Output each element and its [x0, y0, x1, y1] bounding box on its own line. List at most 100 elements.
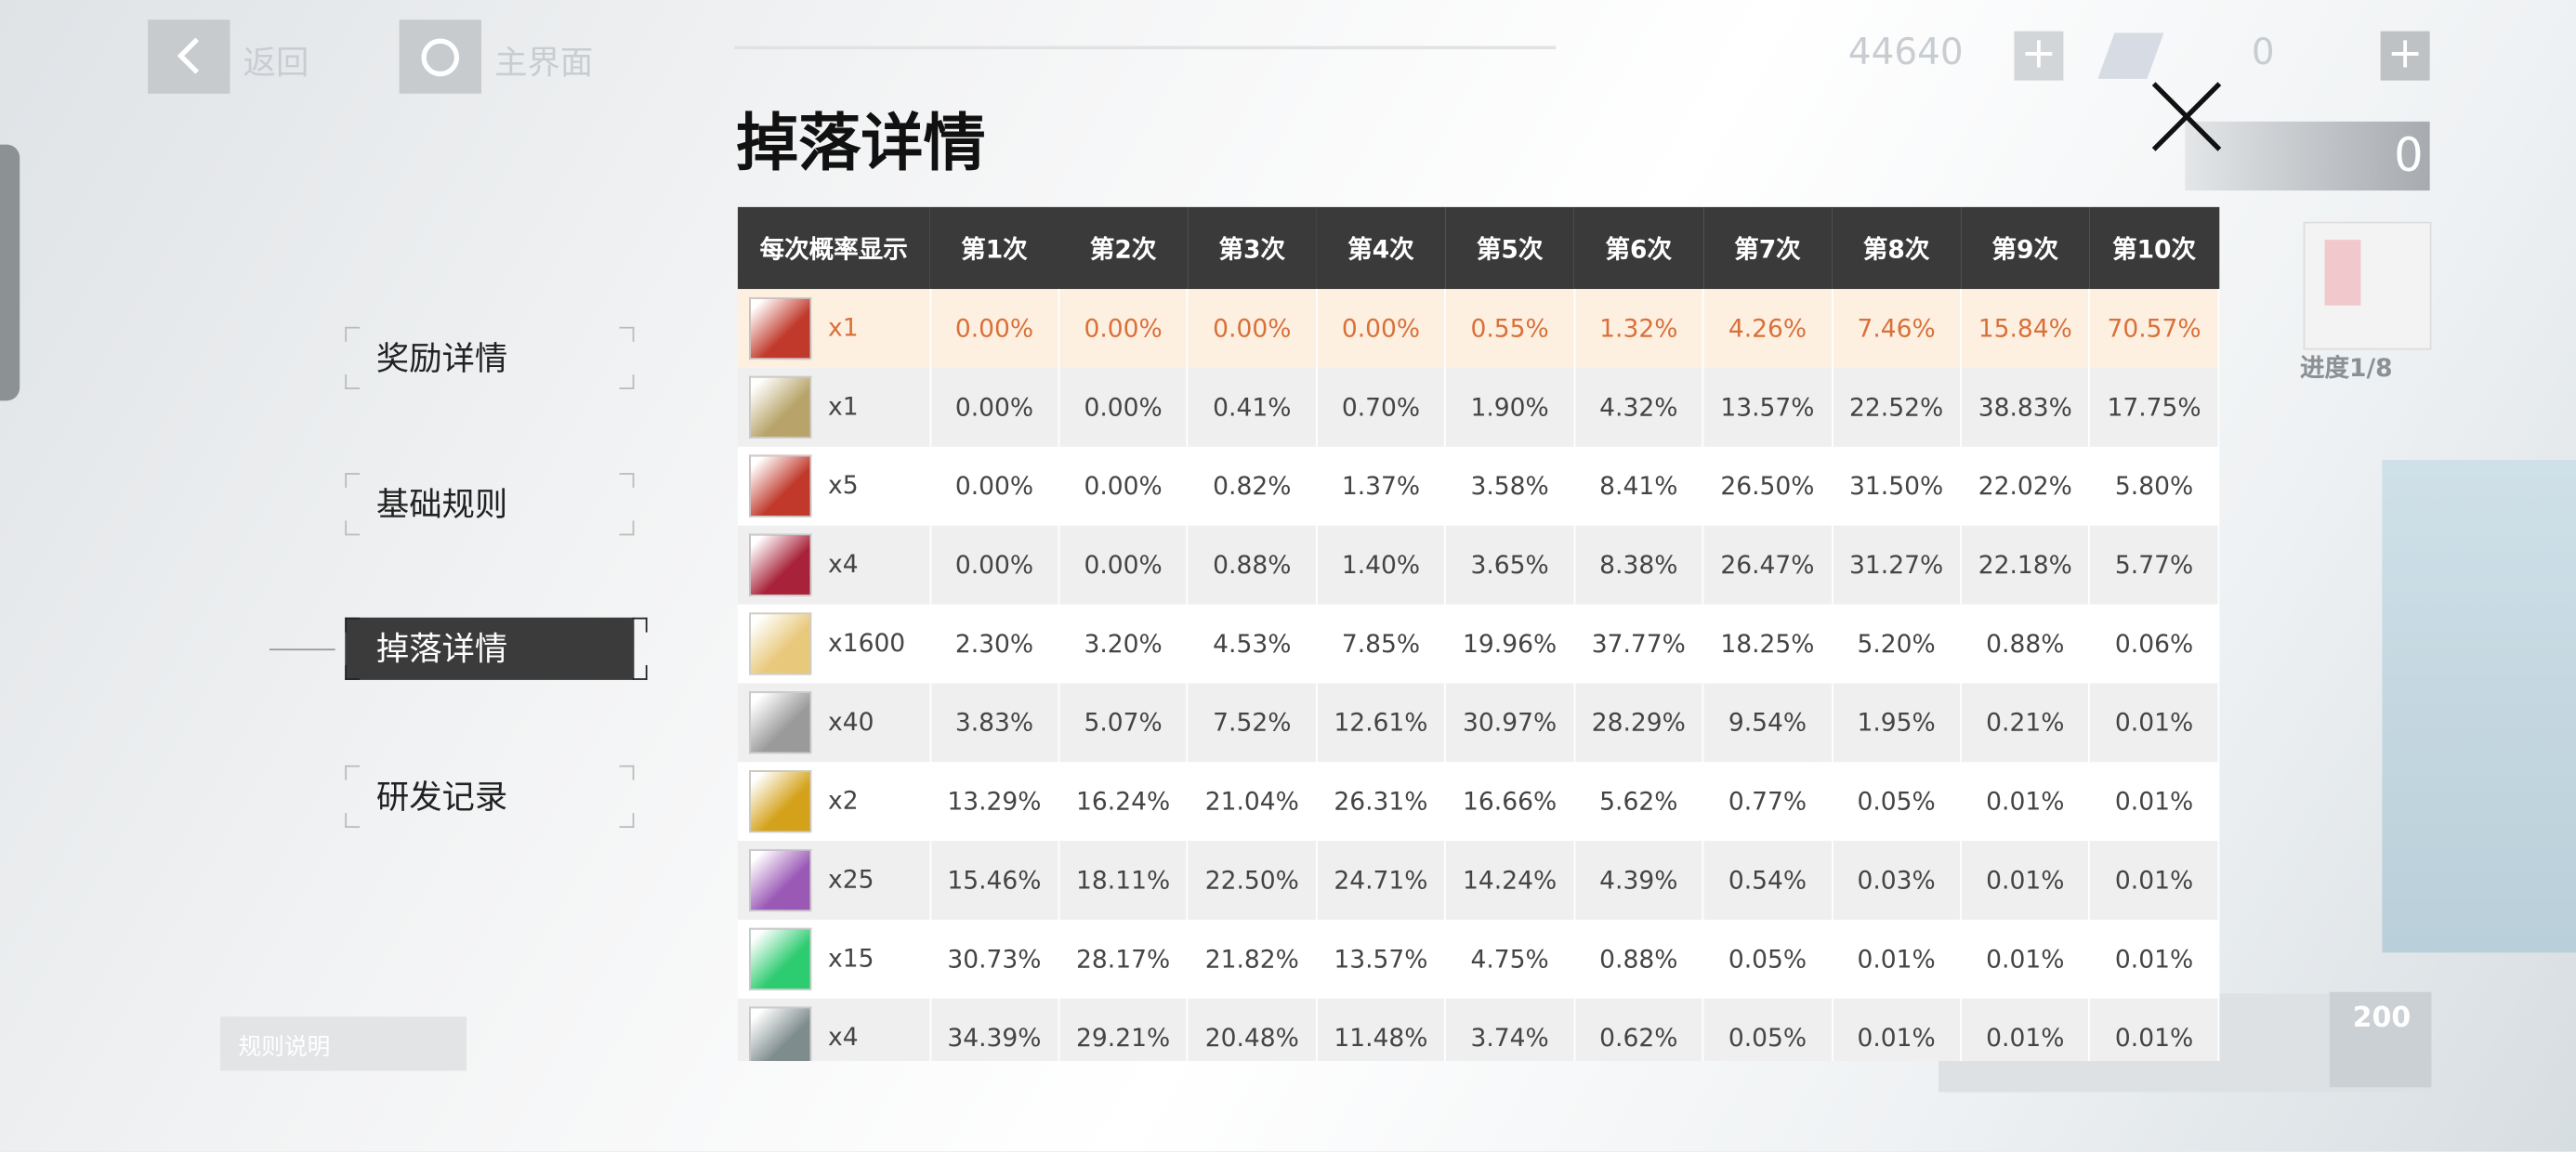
header-cell: 第2次 — [1058, 206, 1188, 290]
item-icon — [749, 296, 812, 360]
prob-cell: 31.50% — [1832, 446, 1962, 526]
prob-cell: 9.54% — [1702, 683, 1833, 763]
item-icon — [749, 533, 812, 596]
edge-tab — [0, 144, 20, 401]
prob-cell: 17.75% — [2089, 368, 2220, 447]
menu-item[interactable]: 掉落详情 — [345, 617, 648, 680]
prob-cell: 0.00% — [1058, 525, 1189, 605]
prob-cell: 5.77% — [2089, 525, 2220, 605]
prob-cell: 0.70% — [1316, 368, 1447, 447]
currency-secondary: 0 — [2251, 33, 2275, 74]
prob-cell: 0.41% — [1187, 368, 1318, 447]
prob-cell: 0.88% — [1960, 604, 2091, 684]
prob-cell: 30.97% — [1445, 683, 1575, 763]
prob-cell: 0.01% — [1832, 998, 1962, 1062]
rules-label: 规则说明 — [238, 1034, 331, 1062]
header-cell: 第7次 — [1702, 206, 1833, 290]
item-icon — [749, 612, 812, 675]
side-progress: 进度1/8 — [2300, 353, 2393, 383]
item-qty: x1600 — [828, 628, 906, 659]
menu-pointer — [269, 648, 335, 651]
prob-cell: 0.01% — [2089, 920, 2220, 999]
prob-cell: 3.20% — [1058, 604, 1189, 684]
table-row: x4 0.00% 0.00% 0.88% 1.40% 3.65% 8.38% 26.47% 31… — [737, 525, 2220, 605]
item-qty: x4 — [828, 549, 859, 580]
menu-item[interactable]: 基础规则 — [345, 473, 635, 536]
prob-cell: 1.90% — [1445, 368, 1575, 447]
prob-cell: 0.62% — [1573, 998, 1704, 1062]
item-qty: x25 — [828, 864, 874, 895]
header-cell: 第3次 — [1187, 206, 1317, 290]
header-cell: 第1次 — [929, 206, 1059, 290]
prob-cell: 0.00% — [1058, 368, 1189, 447]
bracket — [619, 326, 635, 342]
table-row: x1 0.00% 0.00% 0.00% 0.00% 0.55% 1.32% 4.26% 7.4… — [737, 289, 2220, 369]
prob-cell: 24.71% — [1316, 841, 1447, 921]
prob-cell: 0.88% — [1187, 525, 1318, 605]
table-row: x15 30.73% 28.17% 21.82% 13.57% 4.75% 0.88% 0.0… — [737, 920, 2220, 999]
prob-cell: 0.82% — [1187, 446, 1318, 526]
bracket — [345, 664, 361, 680]
bracket — [619, 374, 635, 389]
item-cell: x15 — [737, 920, 931, 999]
home-label[interactable]: 主界面 — [494, 42, 594, 83]
menu-item[interactable]: 研发记录 — [345, 765, 635, 829]
prob-cell: 0.21% — [1960, 683, 2091, 763]
header-cell: 第10次 — [2089, 206, 2219, 290]
home-icon — [421, 38, 460, 77]
bracket — [632, 617, 648, 633]
close-button[interactable] — [2149, 79, 2224, 154]
bracket — [619, 765, 635, 780]
item-qty: x40 — [828, 707, 874, 737]
prob-cell: 18.11% — [1058, 841, 1189, 921]
prob-cell: 0.00% — [929, 525, 1060, 605]
prob-cell: 26.50% — [1702, 446, 1833, 526]
prob-cell: 0.00% — [929, 446, 1060, 526]
prob-cell: 0.01% — [1832, 920, 1962, 999]
prob-cell: 5.07% — [1058, 683, 1189, 763]
item-cell: x40 — [737, 683, 931, 763]
bracket — [345, 326, 361, 342]
prob-cell: 28.29% — [1573, 683, 1704, 763]
prob-cell: 37.77% — [1573, 604, 1704, 684]
prob-cell: 12.61% — [1316, 683, 1447, 763]
prob-cell: 0.05% — [1702, 920, 1833, 999]
bracket — [345, 520, 361, 536]
prob-cell: 2.30% — [929, 604, 1060, 684]
drop-table-wrap: 每次概率显示 第1次 第2次 第3次 第4次 第5次 第6次 第7次 第8次 第9次 第10次 x1 0… — [737, 206, 2220, 1062]
add-secondary[interactable]: + — [2380, 31, 2430, 81]
prob-cell: 28.17% — [1058, 920, 1189, 999]
item-qty: x5 — [828, 470, 859, 501]
prob-cell: 0.01% — [2089, 841, 2220, 921]
prob-cell: 3.83% — [929, 683, 1060, 763]
prob-cell: 30.73% — [929, 920, 1060, 999]
prob-cell: 11.48% — [1316, 998, 1447, 1062]
prob-cell: 1.37% — [1316, 446, 1447, 526]
add-primary[interactable]: + — [2014, 31, 2064, 81]
prob-cell: 26.47% — [1702, 525, 1833, 605]
prob-cell: 5.80% — [2089, 446, 2220, 526]
currency-primary: 44640 — [1847, 33, 1964, 74]
item-icon — [749, 375, 812, 439]
rules-button[interactable]: 规则说明 — [219, 1016, 467, 1071]
home-button[interactable] — [399, 20, 481, 94]
menu-item[interactable]: 奖励详情 — [345, 326, 635, 389]
prob-cell: 4.32% — [1573, 368, 1704, 447]
price-box[interactable]: 200 — [2329, 991, 2432, 1088]
item-icon — [749, 1006, 812, 1062]
bracket — [619, 473, 635, 489]
table-row: x5 0.00% 0.00% 0.82% 1.37% 3.58% 8.41% 26.50% 31… — [737, 446, 2220, 526]
prob-cell: 8.41% — [1573, 446, 1704, 526]
back-label[interactable]: 返回 — [243, 42, 309, 83]
bracket — [619, 520, 635, 536]
header-cell: 第4次 — [1316, 206, 1446, 290]
prob-cell: 5.62% — [1573, 762, 1704, 842]
item-qty: x1 — [828, 391, 859, 422]
prob-cell: 21.04% — [1187, 762, 1318, 842]
prob-cell: 0.54% — [1702, 841, 1833, 921]
count-box — [2185, 121, 2430, 191]
prob-cell: 0.77% — [1702, 762, 1833, 842]
back-button[interactable] — [148, 20, 230, 94]
